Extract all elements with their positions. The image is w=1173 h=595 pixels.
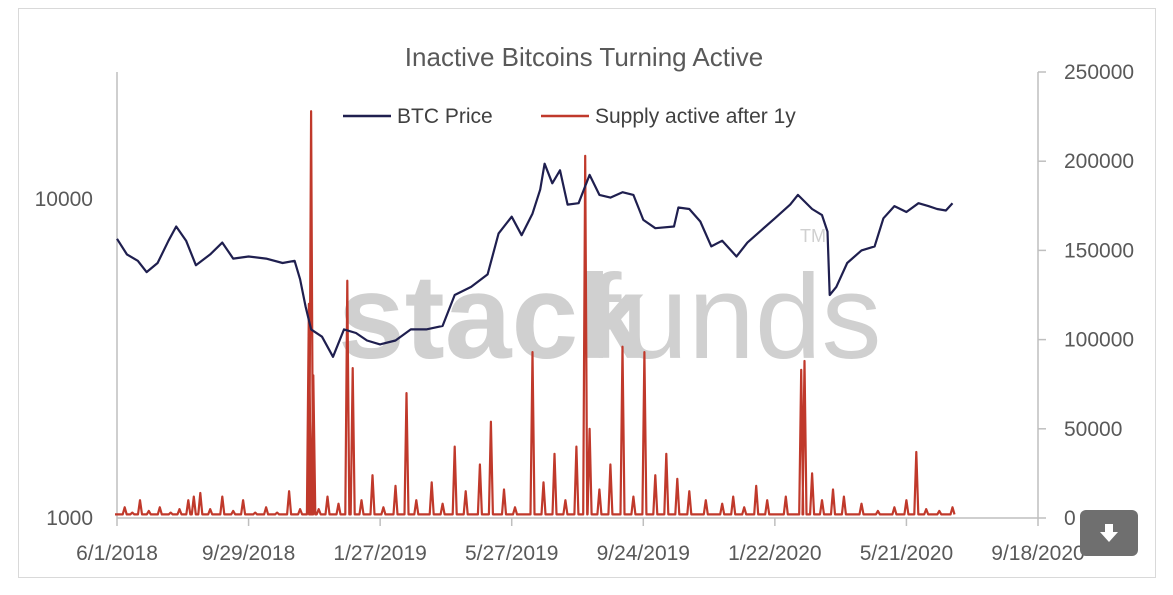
legend-label: Supply active after 1y [595, 105, 796, 128]
y-right-tick-label: 200000 [1064, 150, 1134, 173]
x-tick-label: 5/27/2019 [465, 542, 558, 565]
watermark-tm: TM [800, 226, 826, 246]
legend: BTC Price Supply active after 1y [343, 105, 796, 128]
x-tick-label: 9/24/2019 [597, 542, 690, 565]
y-right-tick-label: 0 [1064, 507, 1076, 530]
legend-label: BTC Price [397, 105, 493, 128]
y-left-tick-label: 1000 [46, 507, 93, 530]
x-tick-label: 1/22/2020 [728, 542, 821, 565]
x-tick-label: 5/21/2020 [860, 542, 953, 565]
y-left-tick-label: 10000 [35, 188, 93, 211]
watermark-light: funds [588, 250, 882, 384]
series-line-btc-price [116, 162, 954, 358]
y-right-tick-label: 250000 [1064, 61, 1134, 84]
y-right-tick-label: 150000 [1064, 239, 1134, 262]
download-arrow-icon [1100, 524, 1118, 542]
y-right-tick-label: 50000 [1064, 418, 1122, 441]
series-line-supply-active [115, 110, 956, 516]
download-button[interactable] [1080, 510, 1138, 556]
y-right-tick-label: 100000 [1064, 329, 1134, 352]
x-tick-label: 9/29/2018 [202, 542, 295, 565]
x-tick-label: 9/18/2020 [991, 542, 1084, 565]
axes: 1000100000500001000001500002000002500006… [35, 61, 1134, 565]
watermark: stack funds TM [338, 226, 882, 384]
series [115, 110, 956, 516]
x-tick-label: 1/27/2019 [333, 542, 426, 565]
chart-title: Inactive Bitcoins Turning Active [405, 42, 763, 72]
watermark-bold: stack [338, 250, 645, 384]
x-tick-label: 6/1/2018 [76, 542, 158, 565]
